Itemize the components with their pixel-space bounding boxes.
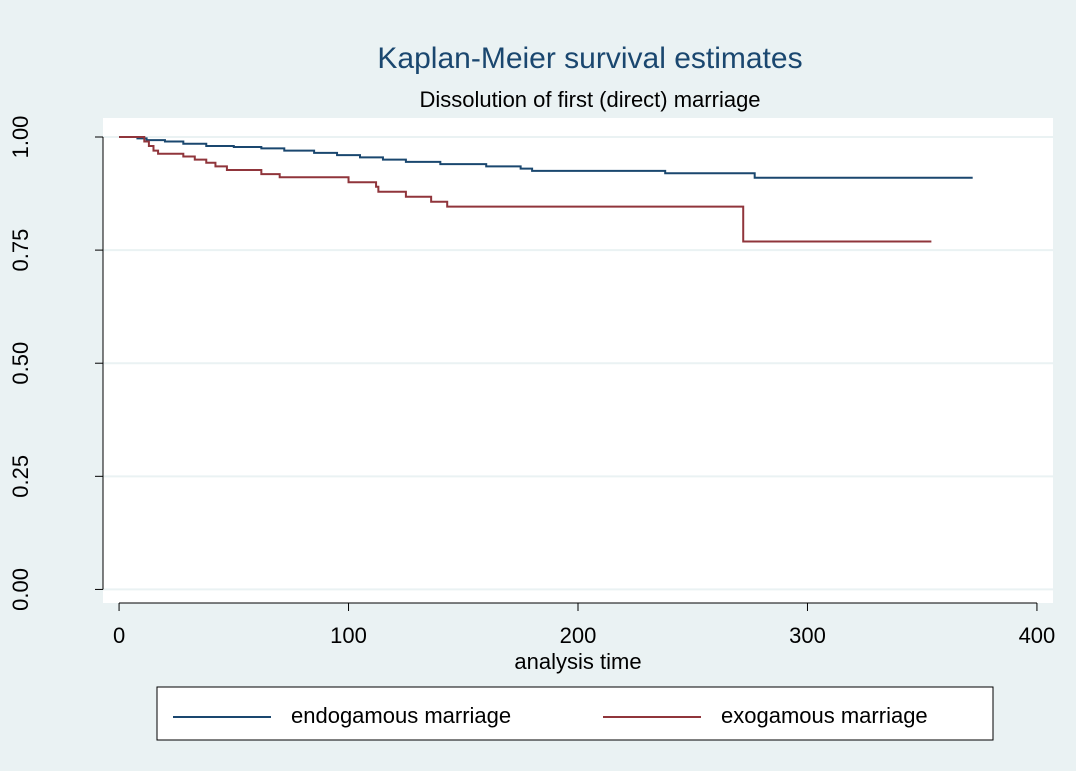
survival-line bbox=[119, 136, 932, 243]
legend-label: exogamous marriage bbox=[721, 703, 928, 728]
x-axis-title: analysis time bbox=[514, 649, 641, 674]
chart-subtitle: Dissolution of first (direct) marriage bbox=[419, 87, 760, 112]
x-tick-label: 0 bbox=[113, 623, 125, 648]
x-tick-label: 300 bbox=[789, 623, 826, 648]
chart-title: Kaplan-Meier survival estimates bbox=[377, 42, 802, 75]
y-tick-label: 0.25 bbox=[8, 455, 33, 498]
x-tick-label: 400 bbox=[1019, 623, 1056, 648]
legend bbox=[156, 686, 994, 741]
survival-line bbox=[119, 136, 973, 179]
y-tick-label: 0.75 bbox=[8, 229, 33, 272]
legend-label: endogamous marriage bbox=[291, 703, 511, 728]
x-tick-label: 200 bbox=[560, 623, 597, 648]
y-tick-label: 0.00 bbox=[8, 568, 33, 611]
plot-area bbox=[103, 118, 1053, 603]
y-tick-label: 0.50 bbox=[8, 342, 33, 385]
x-tick-label: 100 bbox=[330, 623, 367, 648]
y-tick-label: 1.00 bbox=[8, 116, 33, 159]
